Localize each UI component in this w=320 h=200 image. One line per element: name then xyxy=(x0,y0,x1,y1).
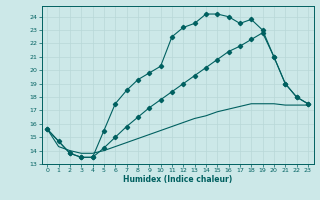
X-axis label: Humidex (Indice chaleur): Humidex (Indice chaleur) xyxy=(123,175,232,184)
